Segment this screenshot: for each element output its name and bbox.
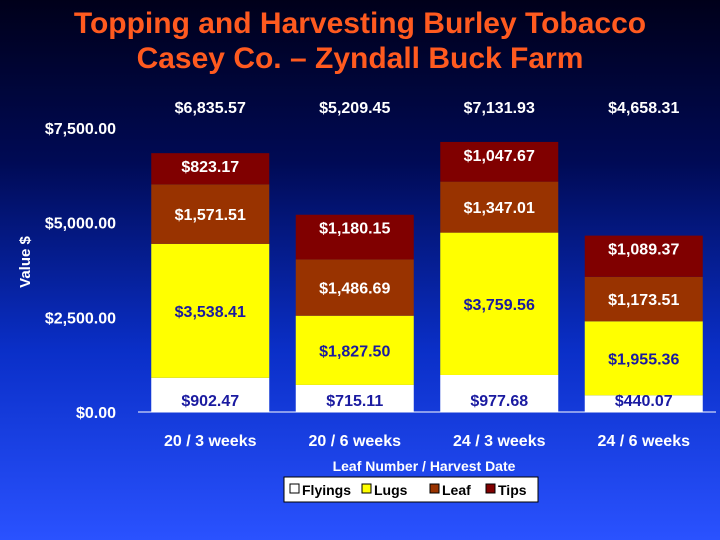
total-label: $4,658.31 bbox=[608, 100, 679, 117]
bar-lugs bbox=[151, 243, 270, 378]
bar-flyings bbox=[440, 374, 559, 412]
bar-leaf bbox=[584, 276, 703, 322]
chart-title: Topping and Harvesting Burley Tobacco Ca… bbox=[0, 6, 720, 76]
title-line-2: Casey Co. – Zyndall Buck Farm bbox=[136, 42, 584, 75]
x-tick-label: 24 / 6 weeks bbox=[597, 433, 690, 450]
legend-swatch-tips bbox=[485, 483, 496, 494]
x-tick-label: 20 / 3 weeks bbox=[164, 433, 257, 450]
bar-flyings bbox=[151, 377, 270, 412]
bar-lugs bbox=[584, 321, 703, 396]
data-label-flyings: $902.47 bbox=[181, 393, 239, 410]
bar-tips bbox=[295, 214, 414, 260]
total-label: $7,131.93 bbox=[464, 100, 535, 117]
data-label-tips: $1,047.67 bbox=[464, 148, 535, 165]
data-label-lugs: $3,759.56 bbox=[464, 297, 535, 314]
data-label-flyings: $440.07 bbox=[615, 393, 673, 410]
data-label-lugs: $1,955.36 bbox=[608, 351, 679, 368]
bar-flyings bbox=[584, 395, 703, 412]
legend-swatch-lugs bbox=[361, 483, 372, 494]
x-tick-label: 20 / 6 weeks bbox=[308, 433, 401, 450]
legend-label-lugs: Lugs bbox=[374, 482, 408, 498]
title-line-1: Topping and Harvesting Burley Tobacco bbox=[73, 7, 647, 40]
legend-label-flyings: Flyings bbox=[302, 482, 351, 498]
legend-label-leaf: Leaf bbox=[442, 482, 471, 498]
data-label-leaf: $1,173.51 bbox=[608, 292, 679, 309]
y-tick-label: $5,000.00 bbox=[45, 216, 116, 233]
total-label: $6,835.57 bbox=[175, 100, 246, 117]
y-tick-label: $7,500.00 bbox=[45, 121, 116, 138]
bar-leaf bbox=[295, 259, 414, 316]
y-tick-label: $2,500.00 bbox=[45, 310, 116, 327]
bar-leaf bbox=[151, 184, 270, 244]
data-label-tips: $823.17 bbox=[181, 159, 239, 176]
bar-lugs bbox=[440, 232, 559, 375]
data-label-leaf: $1,571.51 bbox=[175, 207, 246, 224]
data-label-lugs: $1,827.50 bbox=[319, 343, 390, 360]
legend-swatch-flyings bbox=[289, 483, 300, 494]
legend-box bbox=[283, 476, 539, 503]
bar-tips bbox=[151, 153, 270, 185]
data-label-flyings: $715.11 bbox=[326, 393, 383, 410]
x-tick-label: 24 / 3 weeks bbox=[453, 433, 546, 450]
total-label: $5,209.45 bbox=[319, 100, 390, 117]
legend-swatch-leaf bbox=[429, 483, 440, 494]
data-label-tips: $1,089.37 bbox=[608, 242, 679, 259]
bar-leaf bbox=[440, 181, 559, 233]
bar-flyings bbox=[295, 384, 414, 412]
bar-tips bbox=[440, 141, 559, 182]
y-tick-label: $0.00 bbox=[76, 405, 116, 422]
data-label-flyings: $977.68 bbox=[470, 393, 528, 410]
legend-label-tips: Tips bbox=[498, 482, 527, 498]
bar-lugs bbox=[295, 315, 414, 385]
data-label-tips: $1,180.15 bbox=[319, 221, 390, 238]
x-axis-label: Leaf Number / Harvest Date bbox=[333, 458, 516, 474]
data-label-lugs: $3,538.41 bbox=[175, 304, 246, 321]
y-axis-label: Value $ bbox=[17, 235, 34, 287]
data-label-leaf: $1,347.01 bbox=[464, 200, 535, 217]
bar-tips bbox=[584, 235, 703, 277]
data-label-leaf: $1,486.69 bbox=[319, 281, 390, 298]
